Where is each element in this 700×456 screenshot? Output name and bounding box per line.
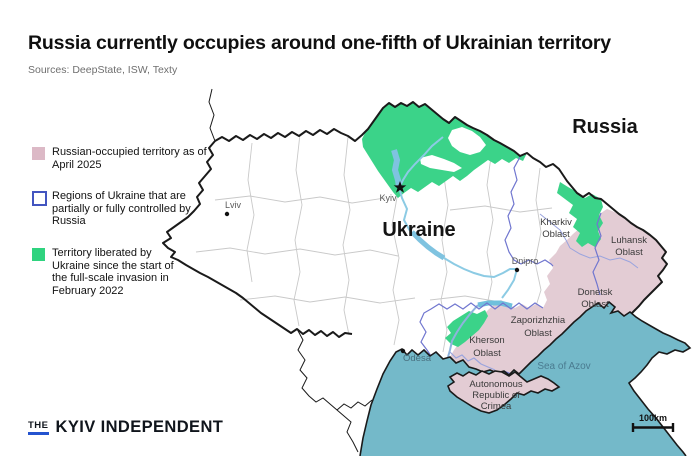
legend-item-label: Russian-occupied territory as of April 2… xyxy=(52,146,207,171)
crimea-label-2: Republic of xyxy=(472,390,520,401)
city-markers xyxy=(224,181,520,354)
crimea-label: Autonomous xyxy=(469,379,523,390)
ukraine-label: Ukraine xyxy=(382,219,455,241)
scale-label: 100km xyxy=(639,413,667,423)
liberated-territory-kharkiv xyxy=(557,182,603,247)
sea-fill xyxy=(360,302,690,456)
liberated-territory-gap xyxy=(448,127,486,155)
lviv-dot-marker xyxy=(224,211,230,217)
logo-the: THE xyxy=(28,420,49,435)
sources-line: Sources: DeepState, ISW, Texty xyxy=(28,64,178,76)
scale-bar: 100km xyxy=(631,413,675,432)
liberated-swatch xyxy=(32,248,45,261)
kherson-oblast-label-2: Oblast xyxy=(473,348,501,359)
russia-label: Russia xyxy=(572,116,638,138)
kyiv-star-marker xyxy=(393,181,407,193)
kharkiv-oblast-label-2: Oblast xyxy=(542,229,570,240)
lviv-label: Lviv xyxy=(225,200,242,210)
crimea-peninsula xyxy=(447,370,561,414)
donetsk-oblast-label: Donetsk xyxy=(578,287,613,298)
logo-name: KYIV INDEPENDENT xyxy=(55,418,224,436)
kyiv-label: Kyiv xyxy=(379,193,397,203)
ukraine-border-west xyxy=(162,140,353,338)
luhansk-oblast-label: Luhansk xyxy=(611,235,647,246)
occupied-territory-fill xyxy=(450,209,667,375)
legend-item-occupied: Russian-occupied territory as of April 2… xyxy=(32,146,207,171)
coastline xyxy=(359,300,692,456)
donetsk-oblast-label-2: Oblast xyxy=(581,299,609,310)
liberated-territory-kherson xyxy=(445,310,488,347)
controlled-regions-swatch xyxy=(32,191,47,206)
oblast-borders xyxy=(195,133,553,353)
odesa-dot-marker xyxy=(400,348,406,354)
legend-item-controlled-regions: Regions of Ukraine that are partially or… xyxy=(32,190,207,228)
page-title: Russia currently occupies around one-fif… xyxy=(28,32,611,54)
kharkiv-oblast-label: Kharkiv xyxy=(540,217,572,228)
legend-item-liberated: Territory liberated by Ukraine since the… xyxy=(32,247,190,297)
map-labels: Russia Ukraine Kyiv Lviv Dnipro Odesa Kh… xyxy=(225,116,647,412)
odesa-label: Odesa xyxy=(403,353,432,364)
kherson-oblast-label: Kherson xyxy=(469,335,504,346)
dnipro-dot-marker xyxy=(514,267,520,273)
kyiv-independent-logo: THE KYIV INDEPENDENT xyxy=(28,418,223,437)
occupied-swatch xyxy=(32,147,45,160)
liberated-territory-gap-2 xyxy=(420,155,462,172)
crimea-label-3: Crimea xyxy=(481,401,512,412)
sea-of-azov-label: Sea of Azov xyxy=(537,361,590,372)
zaporizhzhia-oblast-label: Zaporizhzhia xyxy=(511,315,566,326)
liberated-territory-north xyxy=(362,102,527,198)
luhansk-oblast-label-2: Oblast xyxy=(615,247,643,258)
rivers xyxy=(391,136,639,371)
legend-item-label: Territory liberated by Ukraine since the… xyxy=(52,247,174,297)
dnipro-label: Dnipro xyxy=(512,256,539,266)
legend-item-label: Regions of Ukraine that are partially or… xyxy=(52,190,191,227)
neighbor-borders xyxy=(208,88,373,453)
ukraine-border-north-east xyxy=(214,101,668,314)
zaporizhzhia-oblast-label-2: Oblast xyxy=(524,328,552,339)
